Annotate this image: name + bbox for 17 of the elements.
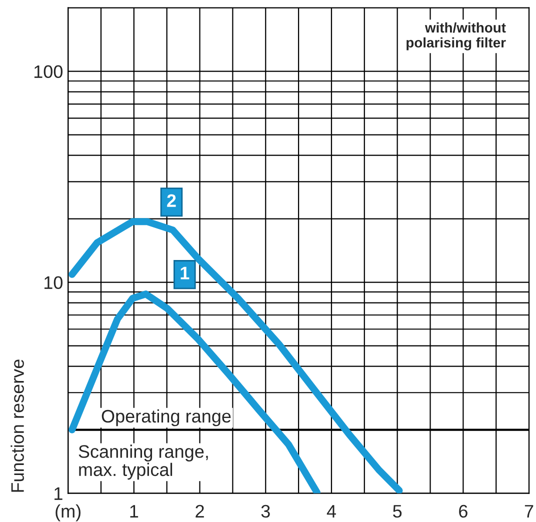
y-tick-label: 100 <box>34 65 63 78</box>
x-tick-label: 3 <box>261 504 270 518</box>
ref-line-label: Operating range <box>102 409 231 426</box>
y-tick-label: 1 <box>54 487 62 500</box>
x-tick-label: 7 <box>524 505 534 518</box>
x-tick-label: 1 <box>130 505 138 518</box>
y-tick-label: 10 <box>44 276 63 290</box>
x-tick-label: 6 <box>459 504 468 518</box>
x-tick-label: 4 <box>326 505 336 518</box>
annotation: with/without polarising filter <box>406 22 506 50</box>
series-label: 2 <box>167 194 176 207</box>
x-tick-label: 2 <box>196 504 204 518</box>
y-axis-title: Function reserve <box>10 360 24 492</box>
annotation: Scanning range, max. typical <box>78 444 208 480</box>
x-tick-label: 5 <box>393 505 402 518</box>
x-tick-label: (m) <box>56 504 80 522</box>
series-label: 1 <box>180 266 190 280</box>
